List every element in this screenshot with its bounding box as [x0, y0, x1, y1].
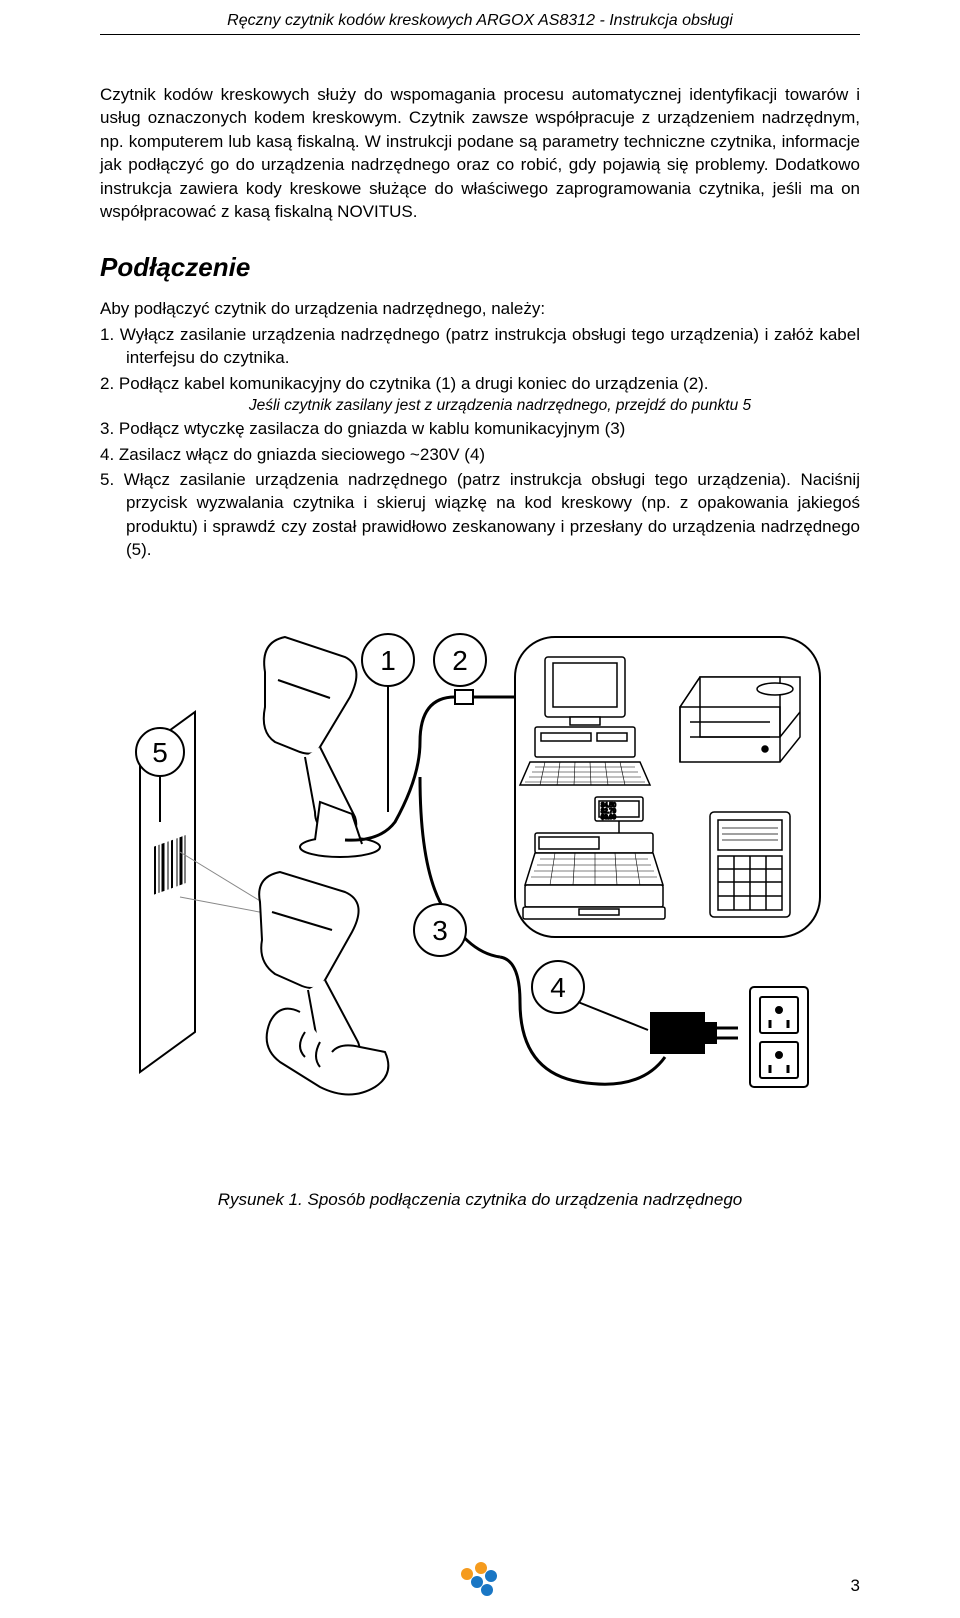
steps-list: 1. Wyłącz zasilanie urządzenia nadrzędne… [100, 323, 860, 395]
figure-label-5: 5 [152, 737, 168, 768]
step-note: Jeśli czytnik zasilany jest z urządzenia… [100, 397, 860, 415]
svg-text:$3.99: $3.99 [601, 815, 617, 821]
figure-label-3: 3 [432, 915, 448, 946]
step-1: 1. Wyłącz zasilanie urządzenia nadrzędne… [100, 323, 860, 370]
figure-label-1: 1 [380, 645, 396, 676]
figure-caption: Rysunek 1. Sposób podłączenia czytnika d… [100, 1190, 860, 1210]
step-3: 3. Podłącz wtyczkę zasilacza do gniazda … [100, 417, 860, 440]
figure-label-2: 2 [452, 645, 468, 676]
step-2: 2. Podłącz kabel komunikacyjny do czytni… [100, 372, 860, 395]
steps-list-cont: 3. Podłącz wtyczkę zasilacza do gniazda … [100, 417, 860, 562]
page-number: 3 [851, 1576, 860, 1596]
steps-intro: Aby podłączyć czytnik do urządzenia nadr… [100, 299, 860, 319]
step-5: 5. Włącz zasilanie urządzenia nadrzędneg… [100, 468, 860, 562]
figure-label-4: 4 [550, 972, 566, 1003]
step-4: 4. Zasilacz włącz do gniazda sieciowego … [100, 443, 860, 466]
connection-diagram: 5 1 2 3 4 [120, 602, 840, 1162]
section-title: Podłączenie [100, 252, 860, 283]
footer-logo-icon [457, 1560, 503, 1600]
page-header: Ręczny czytnik kodów kreskowych ARGOX AS… [100, 0, 860, 35]
intro-paragraph: Czytnik kodów kreskowych służy do wspoma… [100, 83, 860, 224]
